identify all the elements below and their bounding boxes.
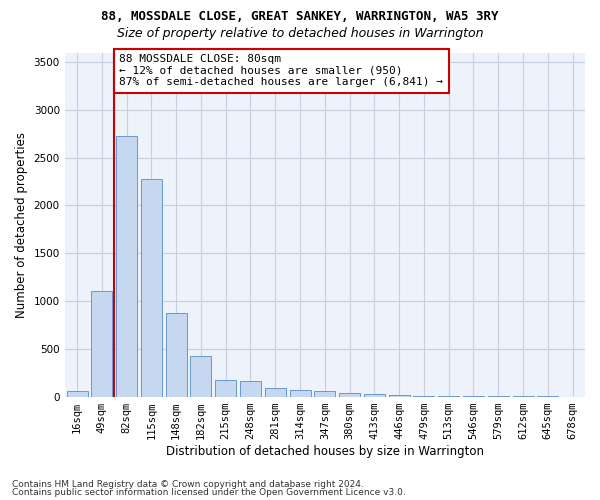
X-axis label: Distribution of detached houses by size in Warrington: Distribution of detached houses by size … — [166, 444, 484, 458]
Bar — [364, 394, 385, 396]
Bar — [67, 392, 88, 396]
Bar — [215, 380, 236, 396]
Text: 88, MOSSDALE CLOSE, GREAT SANKEY, WARRINGTON, WA5 3RY: 88, MOSSDALE CLOSE, GREAT SANKEY, WARRIN… — [101, 10, 499, 23]
Text: Contains public sector information licensed under the Open Government Licence v3: Contains public sector information licen… — [12, 488, 406, 497]
Text: Size of property relative to detached houses in Warrington: Size of property relative to detached ho… — [117, 28, 483, 40]
Bar — [116, 136, 137, 396]
Bar — [265, 388, 286, 396]
Y-axis label: Number of detached properties: Number of detached properties — [15, 132, 28, 318]
Bar — [240, 381, 261, 396]
Bar — [314, 392, 335, 396]
Bar — [91, 292, 112, 397]
Text: 88 MOSSDALE CLOSE: 80sqm
← 12% of detached houses are smaller (950)
87% of semi-: 88 MOSSDALE CLOSE: 80sqm ← 12% of detach… — [119, 54, 443, 88]
Bar — [290, 390, 311, 396]
Bar — [389, 394, 410, 396]
Bar — [166, 314, 187, 396]
Bar — [339, 393, 360, 396]
Text: Contains HM Land Registry data © Crown copyright and database right 2024.: Contains HM Land Registry data © Crown c… — [12, 480, 364, 489]
Bar — [190, 356, 211, 397]
Bar — [141, 178, 162, 396]
